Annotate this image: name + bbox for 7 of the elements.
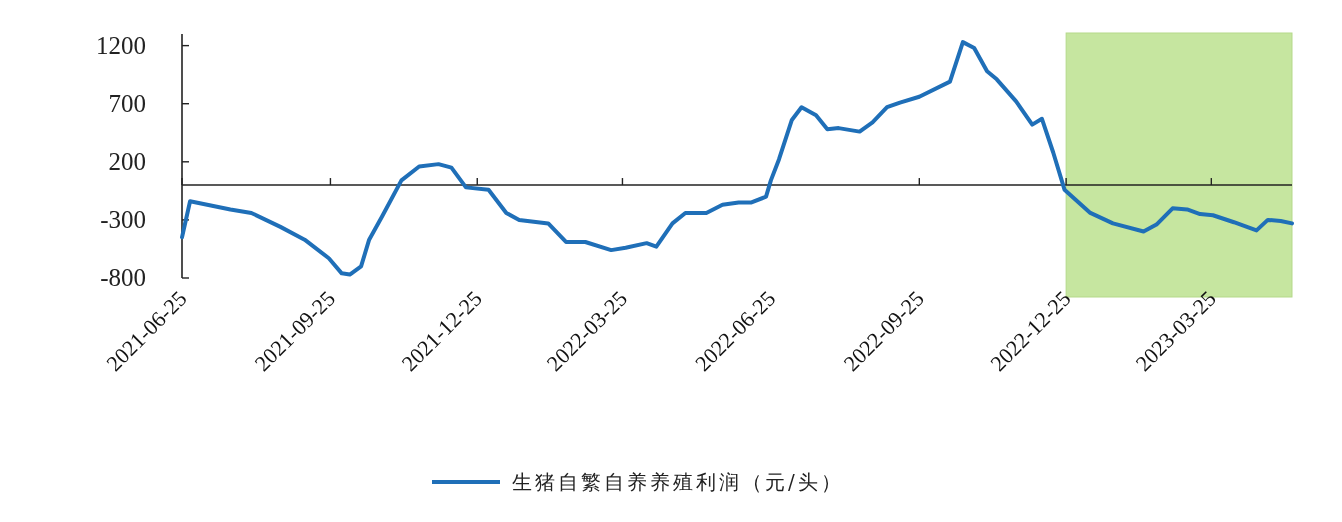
- y-tick-label: -300: [100, 205, 146, 233]
- y-tick-label: 700: [108, 89, 146, 117]
- y-tick-label: 200: [108, 147, 146, 175]
- y-tick-label: -800: [100, 264, 146, 291]
- legend-label: 生猪自繁自养养殖利润（元/头）: [512, 470, 844, 494]
- y-tick-label: 1200: [96, 31, 146, 59]
- line-series: [180, 40, 1294, 277]
